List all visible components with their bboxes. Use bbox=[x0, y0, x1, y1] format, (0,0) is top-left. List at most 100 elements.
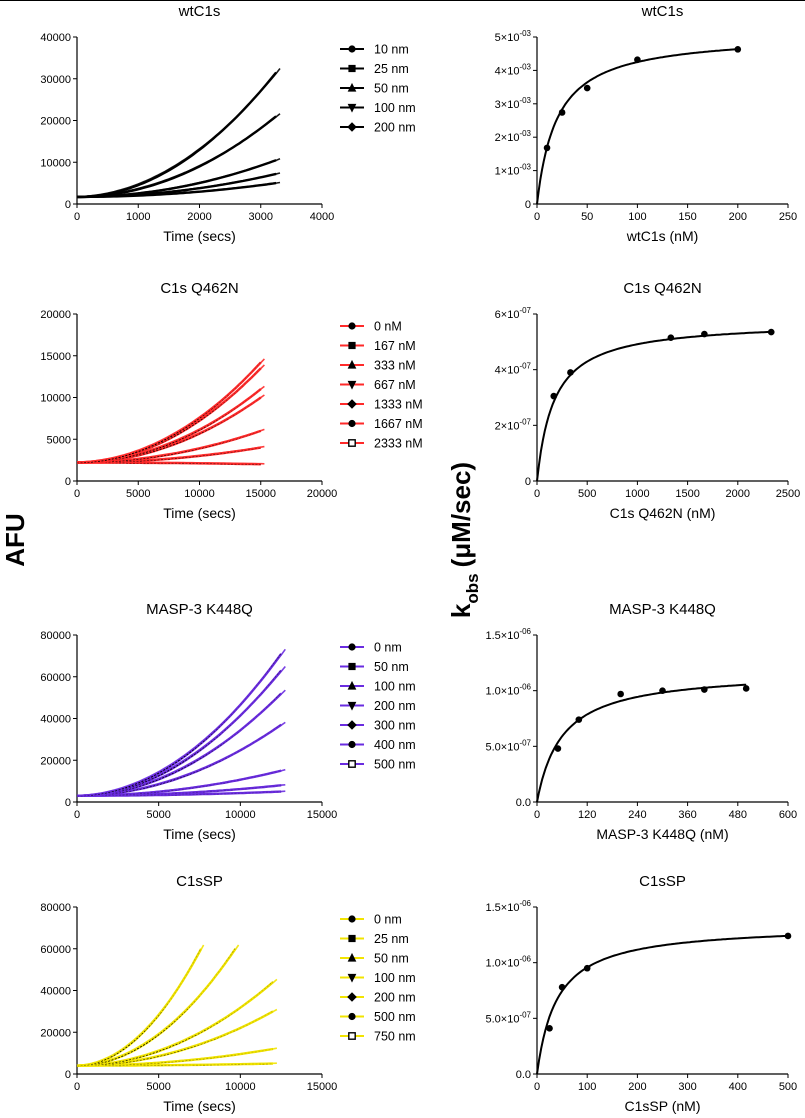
x-tick-label: 0 bbox=[534, 488, 540, 500]
y-tick-exponent: -06 bbox=[519, 683, 531, 692]
fit-line-3 bbox=[76, 978, 278, 1067]
y-tick-label: 0 bbox=[525, 476, 531, 488]
y-tick-label: 2×10-07 bbox=[495, 417, 532, 432]
y-tick-label: 0 bbox=[65, 797, 71, 809]
y-tick-label: 40000 bbox=[40, 714, 71, 726]
data-point bbox=[550, 392, 558, 400]
y-tick-label: 40000 bbox=[40, 986, 71, 998]
legend-label: 167 nM bbox=[374, 339, 416, 353]
y-tick-label: 5×10-03 bbox=[495, 29, 532, 44]
legend-label: 100 nm bbox=[374, 101, 416, 115]
legend-label: 300 nm bbox=[374, 719, 416, 733]
data-series-4 bbox=[76, 948, 237, 1067]
kobs-panel-p4: 0 500 1000 1500 2000 250002×10-074×10-076×10-… bbox=[495, 280, 801, 521]
x-tick-label: 0 bbox=[534, 211, 540, 223]
x-axis-title: C1s Q462N (nM) bbox=[610, 505, 716, 521]
data-point bbox=[567, 369, 574, 376]
x-tick-label: 0 bbox=[534, 809, 540, 821]
x-tick-label: 10000 bbox=[184, 488, 215, 500]
legend-marker bbox=[348, 934, 356, 943]
legend-marker bbox=[348, 419, 356, 428]
kobs-panel-p8: 0 100 200 300 400 5000.05.0×10-071.0×10-061.5… bbox=[485, 873, 797, 1114]
x-tick-label: 200 bbox=[729, 211, 747, 223]
legend-marker bbox=[348, 1032, 356, 1040]
legend-label: 500 nm bbox=[374, 1010, 416, 1024]
legend-marker bbox=[347, 399, 357, 409]
legend-marker bbox=[347, 680, 357, 690]
data-point bbox=[701, 330, 708, 338]
y-tick-label: 0 bbox=[525, 199, 531, 211]
data-point bbox=[583, 964, 591, 972]
legend-label: 400 nm bbox=[374, 738, 416, 752]
legend-label: 50 nm bbox=[374, 660, 409, 674]
x-axis-title: wtC1s (nM) bbox=[626, 228, 699, 244]
legend-marker bbox=[347, 380, 357, 390]
data-points-3 bbox=[77, 115, 277, 198]
y-tick-exponent: -03 bbox=[519, 163, 531, 172]
legend-label: 750 nm bbox=[374, 1030, 416, 1044]
legend-marker bbox=[347, 359, 357, 369]
y-tick-label: 0.0 bbox=[516, 1069, 531, 1081]
data-point bbox=[617, 690, 624, 698]
legend-label: 0 nM bbox=[374, 320, 402, 334]
y-tick-label: 15000 bbox=[40, 351, 71, 363]
fit-line-3 bbox=[76, 113, 281, 198]
data-points-5 bbox=[77, 367, 262, 464]
y-tick-label: 80000 bbox=[40, 630, 71, 642]
y-tick-exponent: -03 bbox=[519, 96, 531, 105]
data-points-4 bbox=[76, 948, 236, 1067]
x-tick-label: 400 bbox=[729, 1081, 747, 1093]
data-point bbox=[546, 1025, 553, 1032]
data-point bbox=[667, 334, 675, 341]
legend-label: 25 nm bbox=[374, 62, 409, 76]
data-point bbox=[767, 328, 775, 336]
legend-marker bbox=[348, 64, 356, 73]
y-tick-exponent: -06 bbox=[519, 955, 531, 964]
y-tick-label: 0.0 bbox=[516, 797, 531, 809]
x-tick-label: 2000 bbox=[726, 488, 750, 500]
y-tick-mantissa: 2×10 bbox=[495, 132, 520, 144]
legend-label: 10 nm bbox=[374, 43, 409, 57]
kobs-k: k bbox=[446, 603, 476, 618]
chart-title: wtC1s bbox=[641, 3, 684, 20]
chart-title: MASP-3 K448Q bbox=[146, 601, 253, 618]
y-tick-mantissa: 3×10 bbox=[495, 99, 520, 111]
data-point bbox=[742, 685, 750, 692]
x-axis-title: Time (secs) bbox=[163, 1098, 236, 1114]
x-tick-label: 200 bbox=[628, 1081, 646, 1093]
x-tick-label: 100 bbox=[578, 1081, 596, 1093]
y-tick-exponent: -06 bbox=[519, 627, 531, 636]
x-tick-label: 1000 bbox=[126, 211, 150, 223]
y-tick-label: 30000 bbox=[40, 74, 71, 86]
y-tick-label: 1.0×10-06 bbox=[485, 683, 531, 698]
kinetics-panel-p5: 0 5000 10000 15000 0 20000 40000 60000 80000 MASP… bbox=[40, 601, 415, 842]
y-tick-label: 10000 bbox=[40, 393, 71, 405]
y-tick-exponent: -06 bbox=[519, 899, 531, 908]
y-tick-mantissa: 2×10 bbox=[495, 420, 520, 432]
legend-marker bbox=[347, 952, 357, 962]
data-point bbox=[784, 932, 792, 940]
x-tick-label: 120 bbox=[578, 809, 596, 821]
y-tick-label: 10000 bbox=[40, 157, 71, 169]
legend-marker bbox=[348, 439, 356, 447]
x-tick-label: 250 bbox=[779, 211, 797, 223]
y-tick-mantissa: 4×10 bbox=[495, 365, 520, 377]
data-point bbox=[575, 716, 583, 723]
y-tick-label: 60000 bbox=[40, 672, 71, 684]
afu-axis-label: AFU bbox=[0, 513, 30, 566]
data-point bbox=[558, 983, 566, 991]
fit-curve bbox=[536, 330, 772, 482]
y-tick-mantissa: 6×10 bbox=[495, 309, 520, 321]
x-axis-title: Time (secs) bbox=[163, 228, 236, 244]
kobs-panel-p2: 0 50 100 150 200 25001×10-032×10-033×10-034×1… bbox=[495, 3, 798, 244]
legend-marker bbox=[348, 740, 356, 749]
y-tick-mantissa: 5.0×10 bbox=[485, 1013, 519, 1025]
fit-curve bbox=[536, 48, 738, 205]
legend-label: 100 nm bbox=[374, 971, 416, 985]
y-tick-exponent: -07 bbox=[519, 738, 531, 747]
x-tick-label: 2000 bbox=[187, 211, 211, 223]
x-tick-label: 600 bbox=[779, 809, 797, 821]
legend-label: 0 nm bbox=[374, 641, 402, 655]
chart-title: C1sSP bbox=[639, 873, 686, 890]
chart-title: MASP-3 K448Q bbox=[609, 601, 716, 618]
